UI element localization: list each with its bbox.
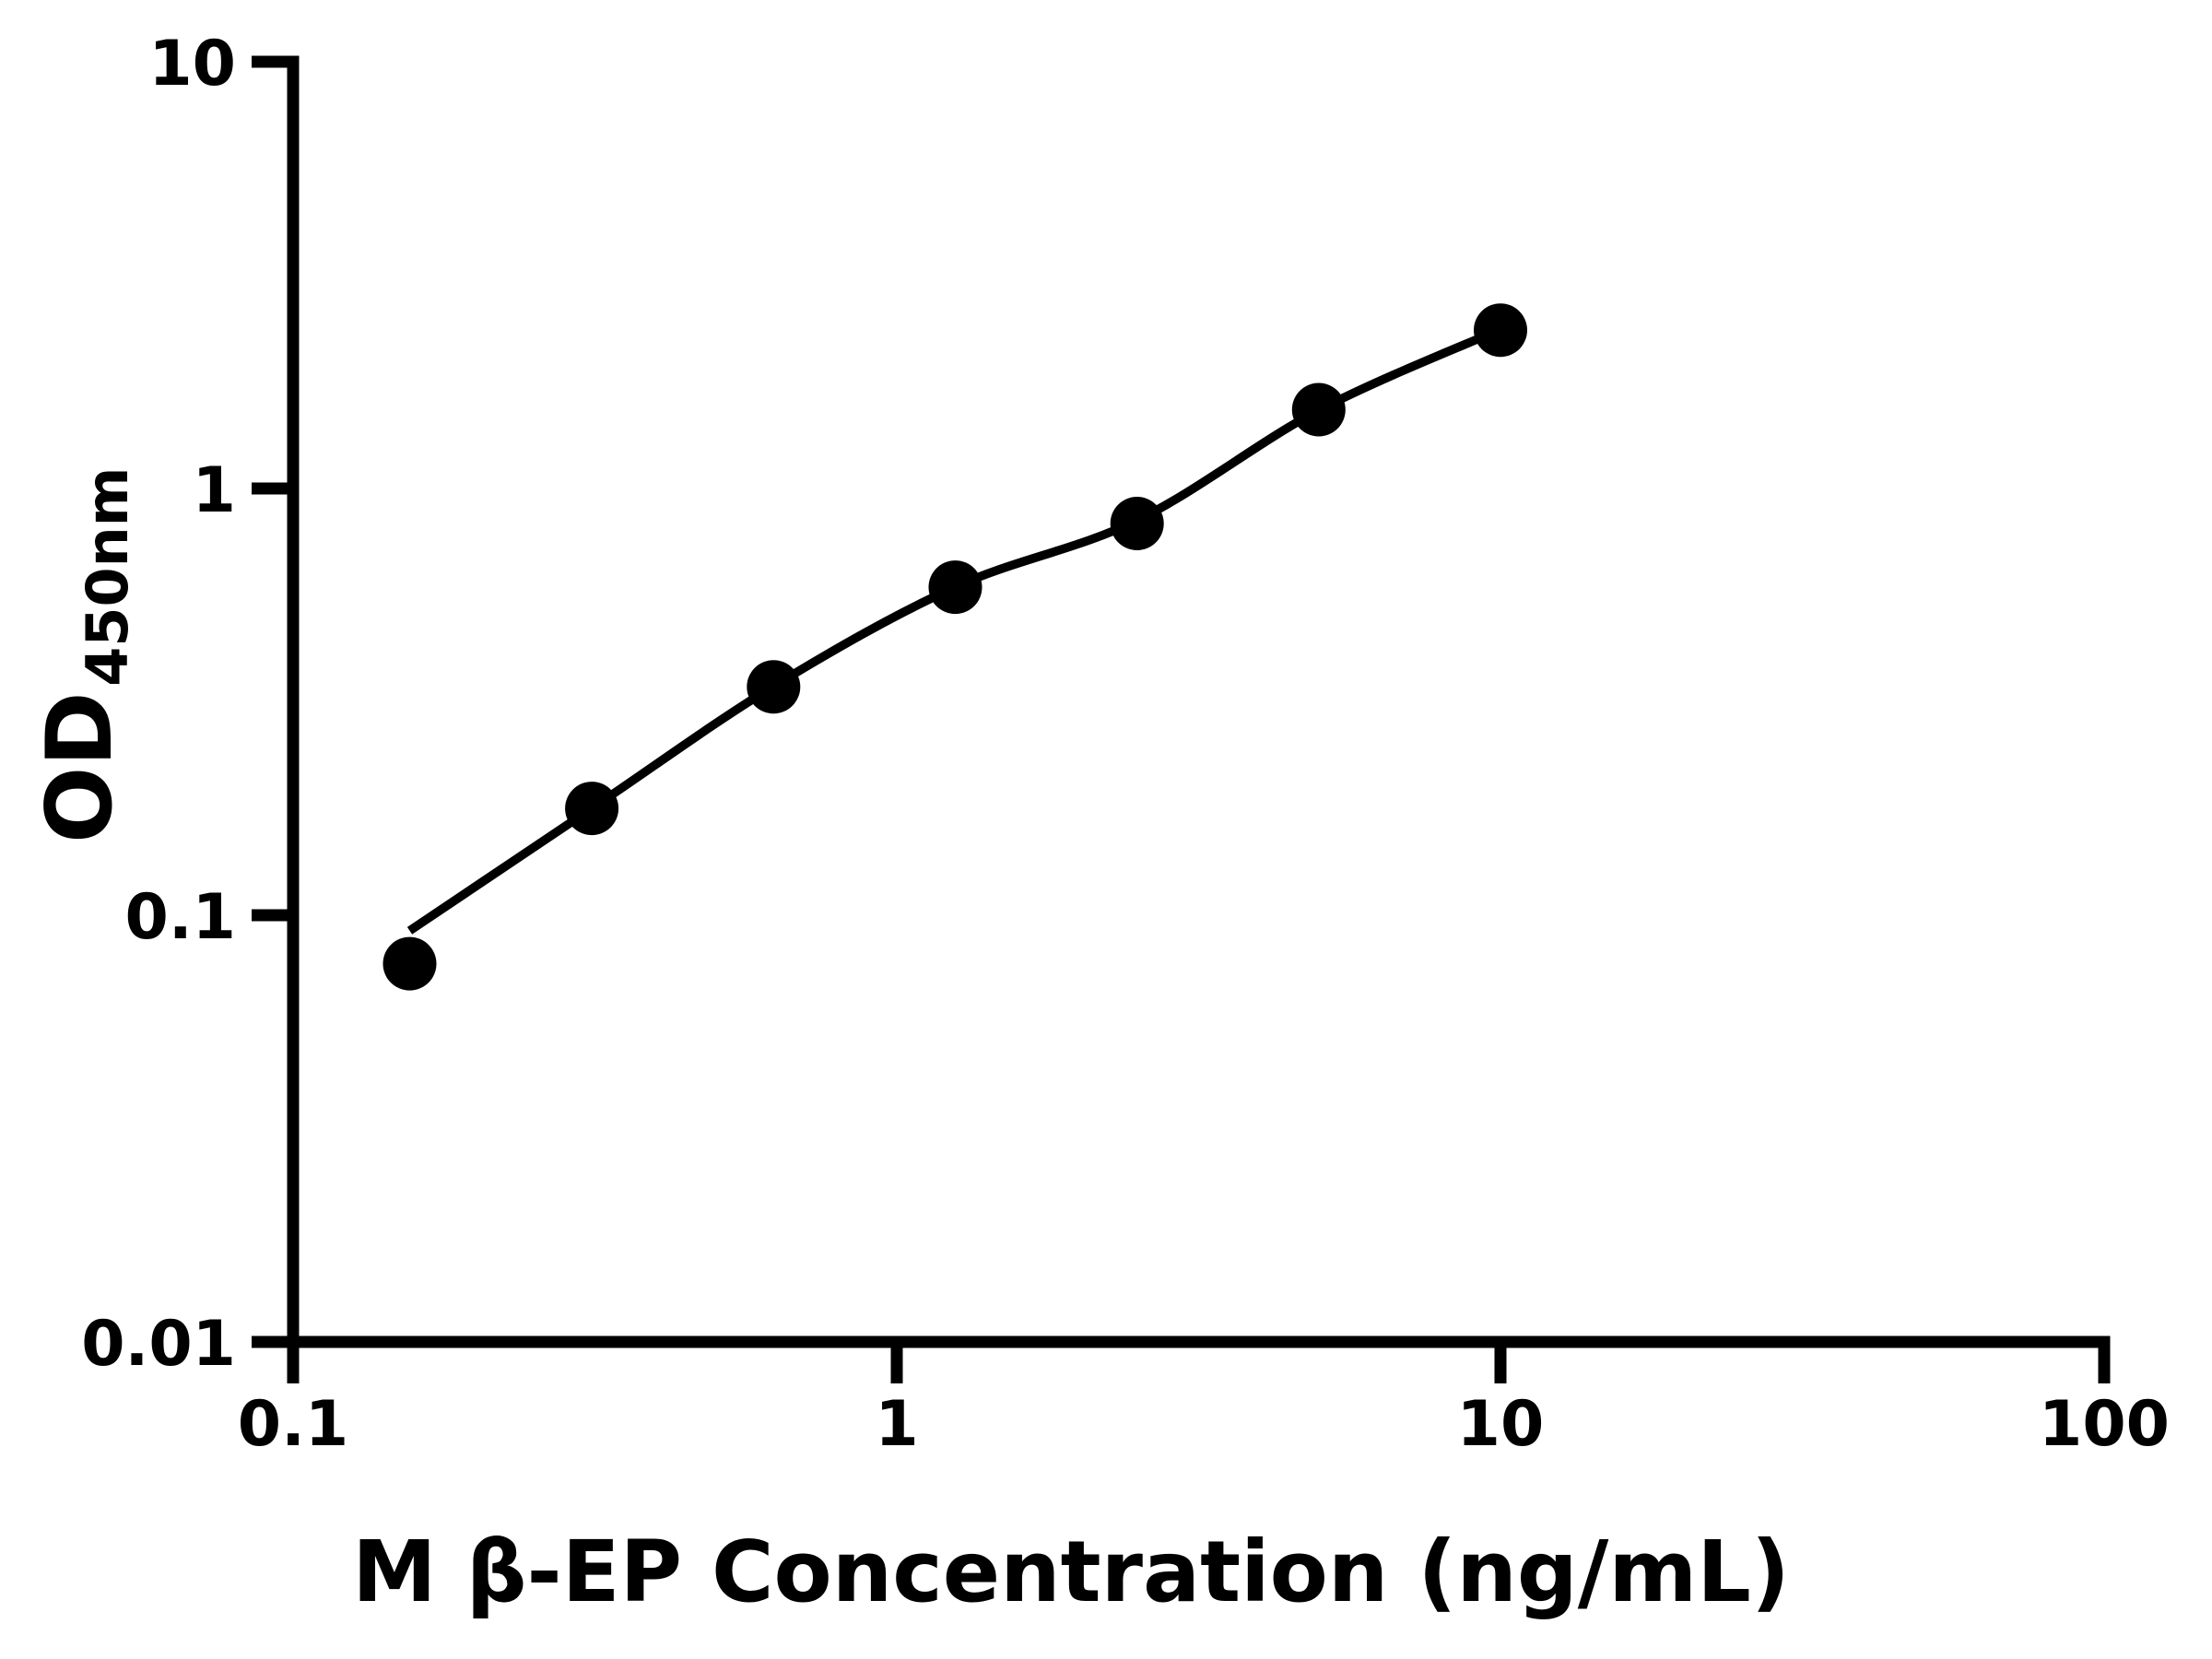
x-axis-title: M β-EP Concentration (ng/mL) (352, 1523, 1790, 1621)
x-tick-label: 0.1 (238, 1388, 348, 1461)
y-axis-title: OD 450nm (28, 467, 141, 843)
data-point (928, 560, 982, 615)
axes (252, 55, 2111, 1383)
data-point (1291, 382, 1346, 437)
x-tick-label: 10 (1457, 1388, 1545, 1461)
x-tick-label: 100 (2039, 1388, 2170, 1461)
data-point (565, 782, 619, 836)
data-point (747, 660, 801, 714)
y-axis-title-subscript: 450nm (74, 467, 141, 687)
y-tick-label: 10 (148, 28, 236, 100)
x-tick-label: 1 (875, 1388, 918, 1461)
y-tick-label: 0.1 (125, 881, 236, 954)
data-point-markers (382, 303, 1527, 991)
axis-spines (287, 55, 2111, 1383)
data-point (382, 936, 437, 991)
y-axis-title-main: OD (28, 691, 133, 843)
y-tick-label: 0.01 (81, 1308, 236, 1381)
data-point (1110, 497, 1164, 550)
y-tick-label: 1 (193, 454, 236, 527)
data-point (1474, 303, 1527, 358)
